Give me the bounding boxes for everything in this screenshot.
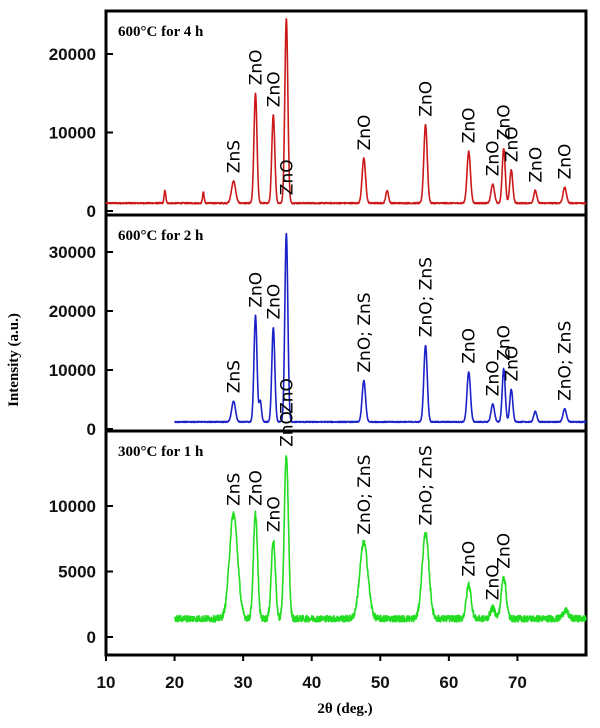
x-tick-label: 50 (371, 673, 390, 692)
peak-label: ZnO (484, 564, 504, 600)
y-tick-label: 20000 (49, 45, 96, 64)
y-tick-label: 0 (87, 628, 96, 647)
y-tick-label: 10000 (49, 361, 96, 380)
y-tick-label: 30000 (49, 243, 96, 262)
y-tick-label: 0 (87, 202, 96, 221)
panel-frame (104, 429, 588, 657)
diffraction-trace (105, 17, 587, 205)
peak-label: ZnS (225, 473, 245, 506)
y-tick-label: 5000 (58, 563, 96, 582)
peak-label: ZnO (460, 541, 480, 577)
x-tick-label: 60 (439, 673, 458, 692)
peak-label: ZnO (277, 378, 297, 414)
x-axis-label: 2θ (deg.) (317, 701, 372, 717)
peak-label: ZnO (417, 81, 437, 117)
peak-label: ZnS (225, 360, 245, 393)
peak-label: ZnO (247, 470, 267, 506)
peak-label: ZnO (502, 346, 522, 382)
panel-condition-label: 600°C for 2 h (118, 228, 204, 244)
diffraction-trace (173, 455, 587, 623)
peak-label: ZnO (277, 411, 297, 447)
peak-label: ZnO (495, 104, 515, 140)
peak-label: ZnO; ZnS (417, 445, 437, 525)
diffraction-trace (174, 232, 587, 424)
y-tick-label: 10000 (49, 124, 96, 143)
peak-label: ZnO (264, 71, 284, 107)
peak-label: ZnO (502, 126, 522, 162)
peak-label: ZnO (264, 496, 284, 532)
peak-label: ZnO (526, 147, 546, 183)
panel-condition-label: 600°C for 4 h (118, 24, 204, 40)
x-tick-label: 70 (508, 673, 527, 692)
x-tick-label: 40 (302, 673, 321, 692)
peak-label: ZnO (460, 107, 480, 143)
panel-frame (104, 213, 588, 433)
panel-condition-label: 300°C for 1 h (118, 444, 204, 460)
peak-label: ZnO; ZnS (417, 257, 437, 337)
peak-label: ZnO (277, 159, 297, 195)
peak-label: ZnO (355, 115, 375, 151)
peak-label: ZnO (460, 328, 480, 364)
peak-label: ZnO (484, 360, 504, 396)
y-tick-label: 0 (87, 420, 96, 439)
y-tick-label: 10000 (49, 497, 96, 516)
x-tick-label: 10 (97, 673, 116, 692)
peak-label: ZnS (225, 140, 245, 173)
y-axis-label: Intensity (a.u.) (6, 313, 22, 407)
x-tick-label: 30 (234, 673, 253, 692)
x-tick-label: 20 (165, 673, 184, 692)
y-tick-label: 20000 (49, 302, 96, 321)
peak-label: ZnO (484, 140, 504, 176)
peak-label: ZnO (495, 325, 515, 361)
peak-label: ZnO (264, 284, 284, 320)
peak-label: ZnO; ZnS (355, 455, 375, 535)
peak-label: ZnO (247, 49, 267, 85)
peak-label: ZnO (495, 533, 515, 569)
peak-label: ZnO (247, 272, 267, 308)
peak-label: ZnO (556, 144, 576, 180)
peak-label: ZnO; ZnS (355, 292, 375, 372)
x-axis: 10 20 30 40 50 60 70 (97, 655, 527, 692)
peak-label: ZnO; ZnS (556, 321, 576, 401)
